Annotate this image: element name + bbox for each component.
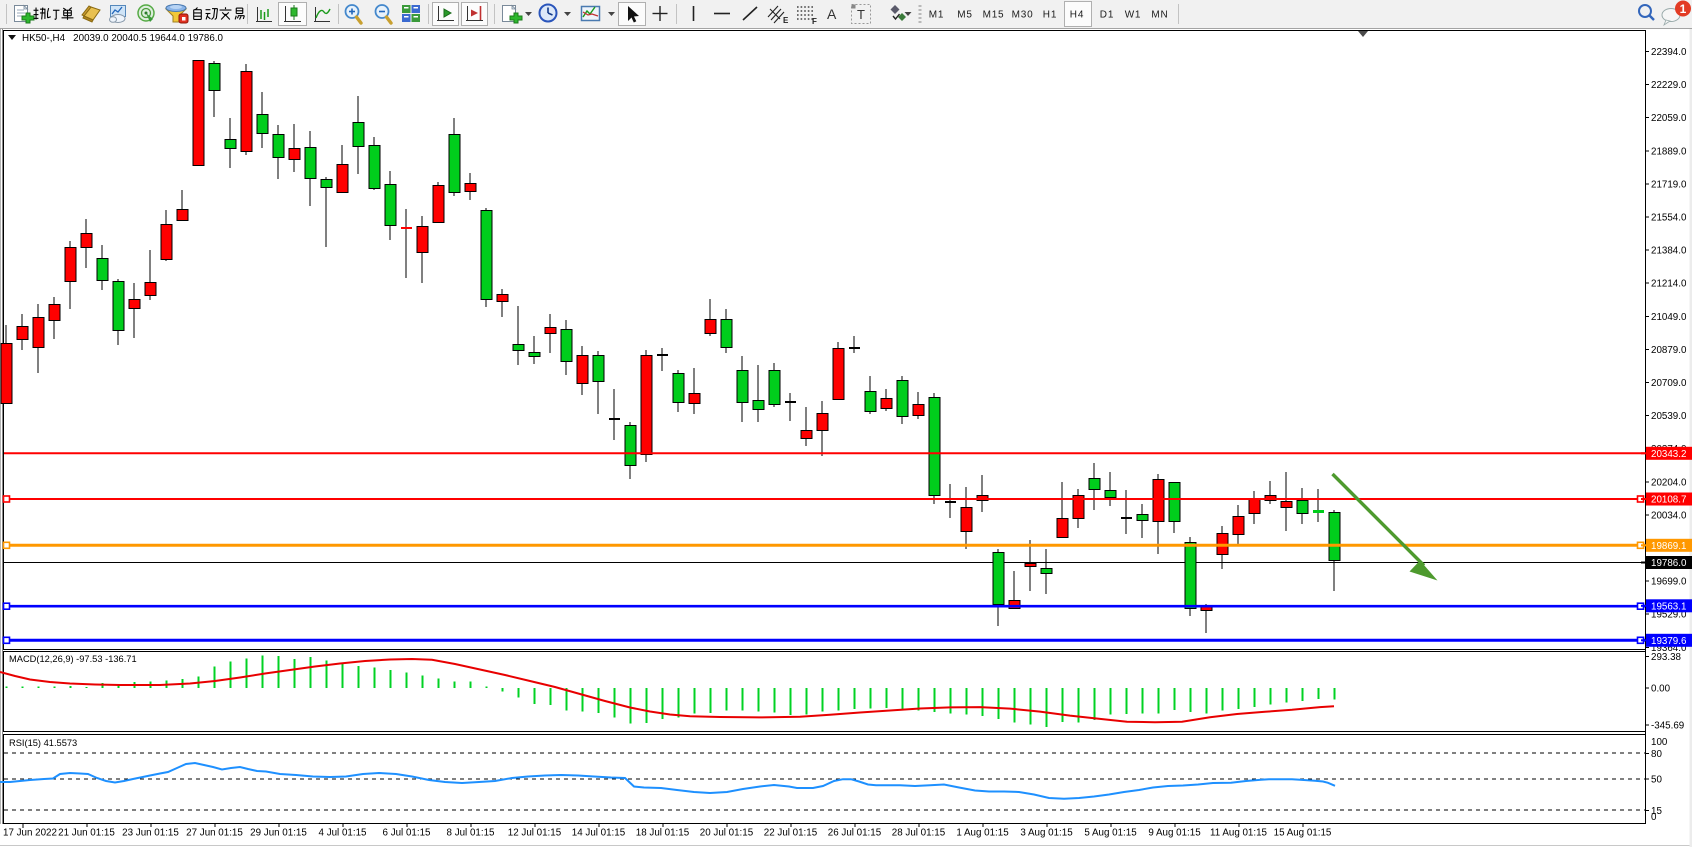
svg-text:19699.0: 19699.0 [1651, 577, 1687, 588]
svg-text:80: 80 [1651, 749, 1662, 760]
svg-text:MACD(12,26,9) -97.53 -136.71: MACD(12,26,9) -97.53 -136.71 [9, 654, 137, 664]
svg-text:HK50-,H4 20039.0 20040.5 196: HK50-,H4 20039.0 20040.5 19644.0 19786.0 [22, 33, 224, 44]
svg-text:0.00: 0.00 [1651, 684, 1671, 695]
svg-text:23 Jun 01:15: 23 Jun 01:15 [122, 828, 179, 839]
svg-text:22059.0: 22059.0 [1651, 113, 1687, 124]
svg-text:11 Aug 01:15: 11 Aug 01:15 [1210, 828, 1268, 839]
svg-text:RSI(15) 41.5573: RSI(15) 41.5573 [9, 738, 77, 748]
svg-text:19786.0: 19786.0 [1651, 558, 1687, 569]
svg-text:15 Aug 01:15: 15 Aug 01:15 [1274, 828, 1332, 839]
svg-text:T: T [857, 7, 865, 22]
svg-text:12 Jul 01:15: 12 Jul 01:15 [508, 828, 562, 839]
svg-text:20108.7: 20108.7 [1651, 495, 1686, 506]
svg-text:8 Jul 01:15: 8 Jul 01:15 [447, 828, 495, 839]
svg-text:19379.6: 19379.6 [1651, 636, 1687, 647]
svg-text:293.38: 293.38 [1651, 652, 1682, 663]
svg-text:W1: W1 [1125, 10, 1142, 21]
svg-text:19563.1: 19563.1 [1651, 601, 1686, 612]
svg-text:21049.0: 21049.0 [1651, 312, 1687, 323]
svg-text:E: E [783, 16, 789, 25]
svg-text:22394.0: 22394.0 [1651, 47, 1687, 58]
svg-text:4 Jul 01:15: 4 Jul 01:15 [319, 828, 367, 839]
svg-text:21889.0: 21889.0 [1651, 146, 1687, 157]
svg-text:F: F [812, 17, 817, 26]
svg-text:20343.2: 20343.2 [1651, 449, 1686, 460]
svg-text:50: 50 [1651, 775, 1662, 786]
svg-text:26 Jul 01:15: 26 Jul 01:15 [828, 828, 882, 839]
svg-text:M5: M5 [957, 10, 973, 21]
svg-text:18 Jul 01:15: 18 Jul 01:15 [636, 828, 690, 839]
svg-text:27 Jun 01:15: 27 Jun 01:15 [186, 828, 243, 839]
svg-text:21214.0: 21214.0 [1651, 279, 1687, 290]
svg-text:MN: MN [1151, 10, 1168, 21]
svg-text:M30: M30 [1012, 10, 1034, 21]
svg-text:0: 0 [1651, 812, 1657, 823]
svg-text:20709.0: 20709.0 [1651, 378, 1687, 389]
svg-text:22 Jul 01:15: 22 Jul 01:15 [764, 828, 818, 839]
svg-text:22229.0: 22229.0 [1651, 80, 1687, 91]
svg-text:21719.0: 21719.0 [1651, 179, 1687, 190]
svg-text:M15: M15 [983, 10, 1005, 21]
svg-text:H1: H1 [1043, 10, 1057, 21]
svg-text:28 Jul 01:15: 28 Jul 01:15 [892, 828, 946, 839]
svg-text:1: 1 [1680, 2, 1687, 16]
svg-text:21384.0: 21384.0 [1651, 246, 1687, 257]
svg-text:20204.0: 20204.0 [1651, 477, 1687, 488]
svg-text:6 Jul 01:15: 6 Jul 01:15 [383, 828, 431, 839]
svg-text:20 Jul 01:15: 20 Jul 01:15 [700, 828, 754, 839]
svg-text:21554.0: 21554.0 [1651, 213, 1687, 224]
svg-text:5 Aug 01:15: 5 Aug 01:15 [1084, 828, 1137, 839]
svg-text:A: A [827, 6, 837, 22]
svg-text:3 Aug 01:15: 3 Aug 01:15 [1020, 828, 1073, 839]
svg-text:20034.0: 20034.0 [1651, 510, 1687, 521]
svg-text:D1: D1 [1100, 10, 1114, 21]
svg-text:14 Jul 01:15: 14 Jul 01:15 [572, 828, 626, 839]
svg-text:M1: M1 [929, 10, 945, 21]
svg-text:21 Jun 01:15: 21 Jun 01:15 [58, 828, 115, 839]
svg-text:H4: H4 [1070, 10, 1084, 21]
svg-text:29 Jun 01:15: 29 Jun 01:15 [250, 828, 307, 839]
svg-text:9 Aug 01:15: 9 Aug 01:15 [1148, 828, 1201, 839]
svg-text:-345.69: -345.69 [1651, 720, 1684, 731]
svg-text:20879.0: 20879.0 [1651, 345, 1687, 356]
svg-text:20539.0: 20539.0 [1651, 411, 1687, 422]
svg-text:100: 100 [1651, 737, 1668, 748]
svg-text:17 Jun 2022: 17 Jun 2022 [3, 828, 57, 839]
svg-text:19869.1: 19869.1 [1651, 541, 1686, 552]
svg-text:1 Aug 01:15: 1 Aug 01:15 [956, 828, 1009, 839]
